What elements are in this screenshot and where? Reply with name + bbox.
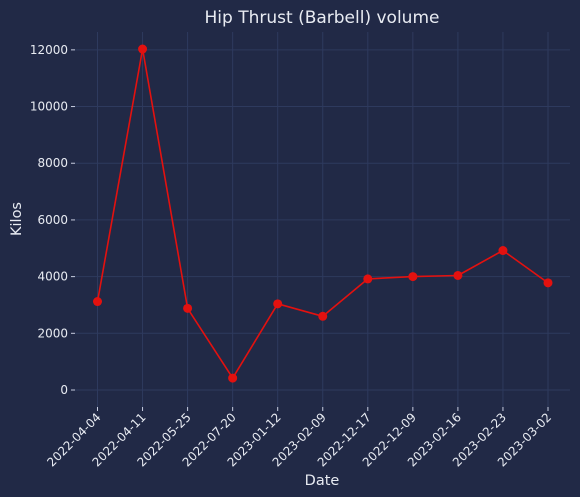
data-point (318, 311, 328, 321)
y-tick-label: 2000 (37, 326, 68, 340)
data-point (408, 272, 418, 282)
data-point (183, 303, 193, 313)
y-axis-label: Kilos (9, 202, 25, 236)
data-point (273, 299, 283, 309)
x-axis-label: Date (305, 473, 340, 489)
data-point (138, 44, 148, 54)
series-group (93, 44, 553, 383)
y-axis: 0 2000 4000 6000 8000 10000 12000 (30, 43, 75, 397)
y-tick-label: 4000 (37, 270, 68, 284)
y-tick-label: 12000 (30, 43, 68, 57)
grid (75, 32, 570, 407)
data-point (498, 246, 508, 256)
data-point (363, 274, 373, 284)
chart-title: Hip Thrust (Barbell) volume (205, 8, 440, 28)
data-point (543, 278, 553, 288)
y-tick-label: 6000 (37, 213, 68, 227)
data-point (93, 297, 102, 307)
y-tick-label: 10000 (30, 100, 68, 114)
y-tick-label: 8000 (37, 156, 68, 170)
y-tick-label: 0 (60, 383, 68, 397)
data-point (453, 270, 463, 280)
data-point (228, 373, 238, 383)
